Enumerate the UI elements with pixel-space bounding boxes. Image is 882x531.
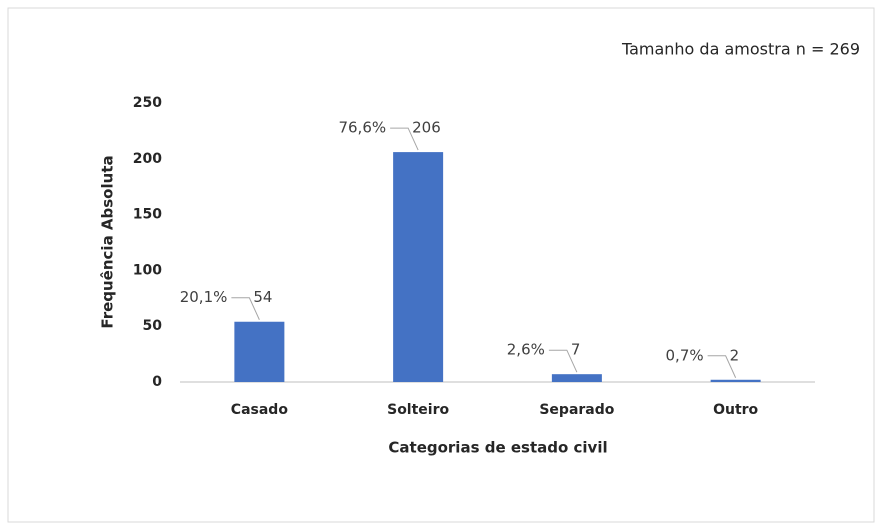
percent-label: 2,6% (507, 341, 545, 359)
percent-label: 0,7% (666, 346, 704, 364)
percent-label: 76,6% (338, 119, 386, 137)
data-label: 206 (412, 119, 441, 137)
data-label: 7 (571, 341, 581, 359)
y-axis-title: Frequência Absoluta (99, 155, 117, 328)
percent-label: 20,1% (180, 288, 228, 306)
y-tick-label: 50 (143, 318, 163, 334)
x-tick-label: Solteiro (387, 402, 449, 418)
y-tick-label: 0 (152, 374, 162, 390)
data-label: 2 (730, 346, 740, 364)
y-tick-label: 200 (133, 151, 162, 167)
x-axis-title: Categorias de estado civil (388, 439, 607, 457)
label-leader (390, 127, 419, 151)
annotation: Tamanho da amostra n = 269 (621, 40, 860, 59)
x-tick-label: Casado (231, 402, 289, 418)
y-tick-label: 250 (133, 95, 162, 111)
label-leader (707, 355, 737, 378)
label-leader (548, 349, 578, 373)
label-leader (231, 297, 260, 320)
data-label: 54 (253, 288, 272, 306)
bar (234, 321, 285, 382)
bar (551, 374, 602, 382)
y-tick-label: 100 (133, 262, 162, 278)
x-tick-label: Separado (539, 402, 614, 418)
x-tick-label: Outro (713, 402, 758, 418)
chart-border (7, 7, 875, 523)
bar (393, 152, 444, 382)
y-tick-label: 150 (133, 207, 162, 223)
bar (710, 379, 761, 382)
